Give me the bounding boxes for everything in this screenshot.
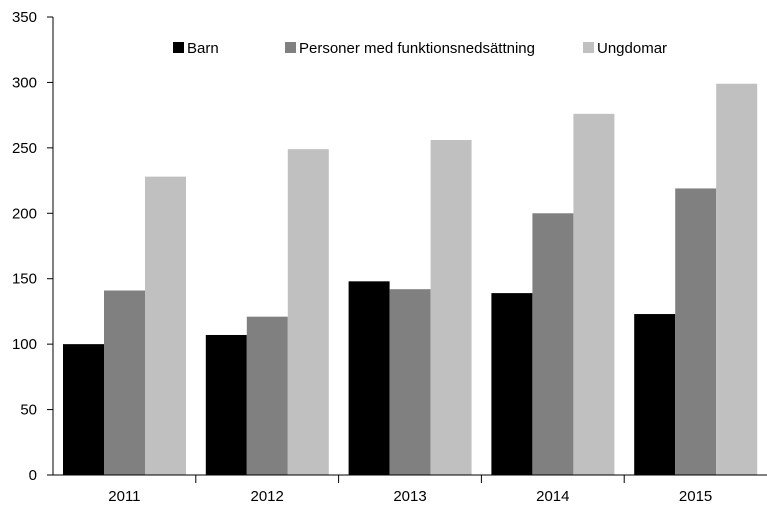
bar-2014-3 bbox=[573, 113, 615, 475]
y-tick-label: 100 bbox=[12, 336, 37, 353]
legend-swatch-1 bbox=[173, 42, 184, 53]
y-tick-label: 50 bbox=[20, 402, 37, 419]
bar-2015-1 bbox=[634, 314, 676, 475]
bar-2013-1 bbox=[348, 281, 390, 475]
x-tick-label: 2012 bbox=[251, 488, 284, 505]
bar-2015-2 bbox=[675, 188, 717, 475]
y-axis-ticks: 0 50 100 150 200 250 300 350 bbox=[12, 9, 53, 484]
legend-label-1: Barn bbox=[187, 40, 219, 57]
bar-2011-2 bbox=[104, 290, 145, 475]
bar-2013-3 bbox=[430, 140, 472, 475]
legend-label-2: Personer med funktionsnedsättning bbox=[299, 40, 535, 57]
bar-2014-2 bbox=[532, 213, 574, 476]
legend-swatch-2 bbox=[285, 42, 296, 53]
y-tick-label: 200 bbox=[12, 205, 37, 222]
y-tick-label: 150 bbox=[12, 271, 37, 288]
y-tick-label: 350 bbox=[12, 9, 37, 26]
x-tick-label: 2013 bbox=[393, 488, 426, 505]
bar-2012-1 bbox=[205, 334, 247, 475]
bar-2015-3 bbox=[716, 83, 758, 475]
bar-2014-1 bbox=[491, 293, 533, 475]
x-axis-ticks: 2011 2012 2013 2014 2015 bbox=[108, 475, 712, 505]
legend: Barn Personer med funktionsnedsättning Ung… bbox=[173, 40, 667, 57]
y-tick-label: 300 bbox=[12, 74, 37, 91]
bar-2011-3 bbox=[145, 176, 186, 475]
bars-group bbox=[63, 83, 758, 476]
y-tick-label: 0 bbox=[29, 467, 37, 484]
bar-2012-3 bbox=[287, 149, 329, 475]
legend-label-3: Ungdomar bbox=[597, 40, 667, 57]
legend-swatch-3 bbox=[583, 42, 594, 53]
y-tick-label: 250 bbox=[12, 140, 37, 157]
x-tick-label: 2011 bbox=[108, 488, 140, 505]
bar-2013-2 bbox=[389, 289, 431, 475]
x-tick-label: 2015 bbox=[679, 488, 712, 505]
bar-2012-2 bbox=[246, 316, 288, 475]
x-tick-label: 2014 bbox=[536, 488, 569, 505]
bar-2011-1 bbox=[63, 344, 104, 475]
